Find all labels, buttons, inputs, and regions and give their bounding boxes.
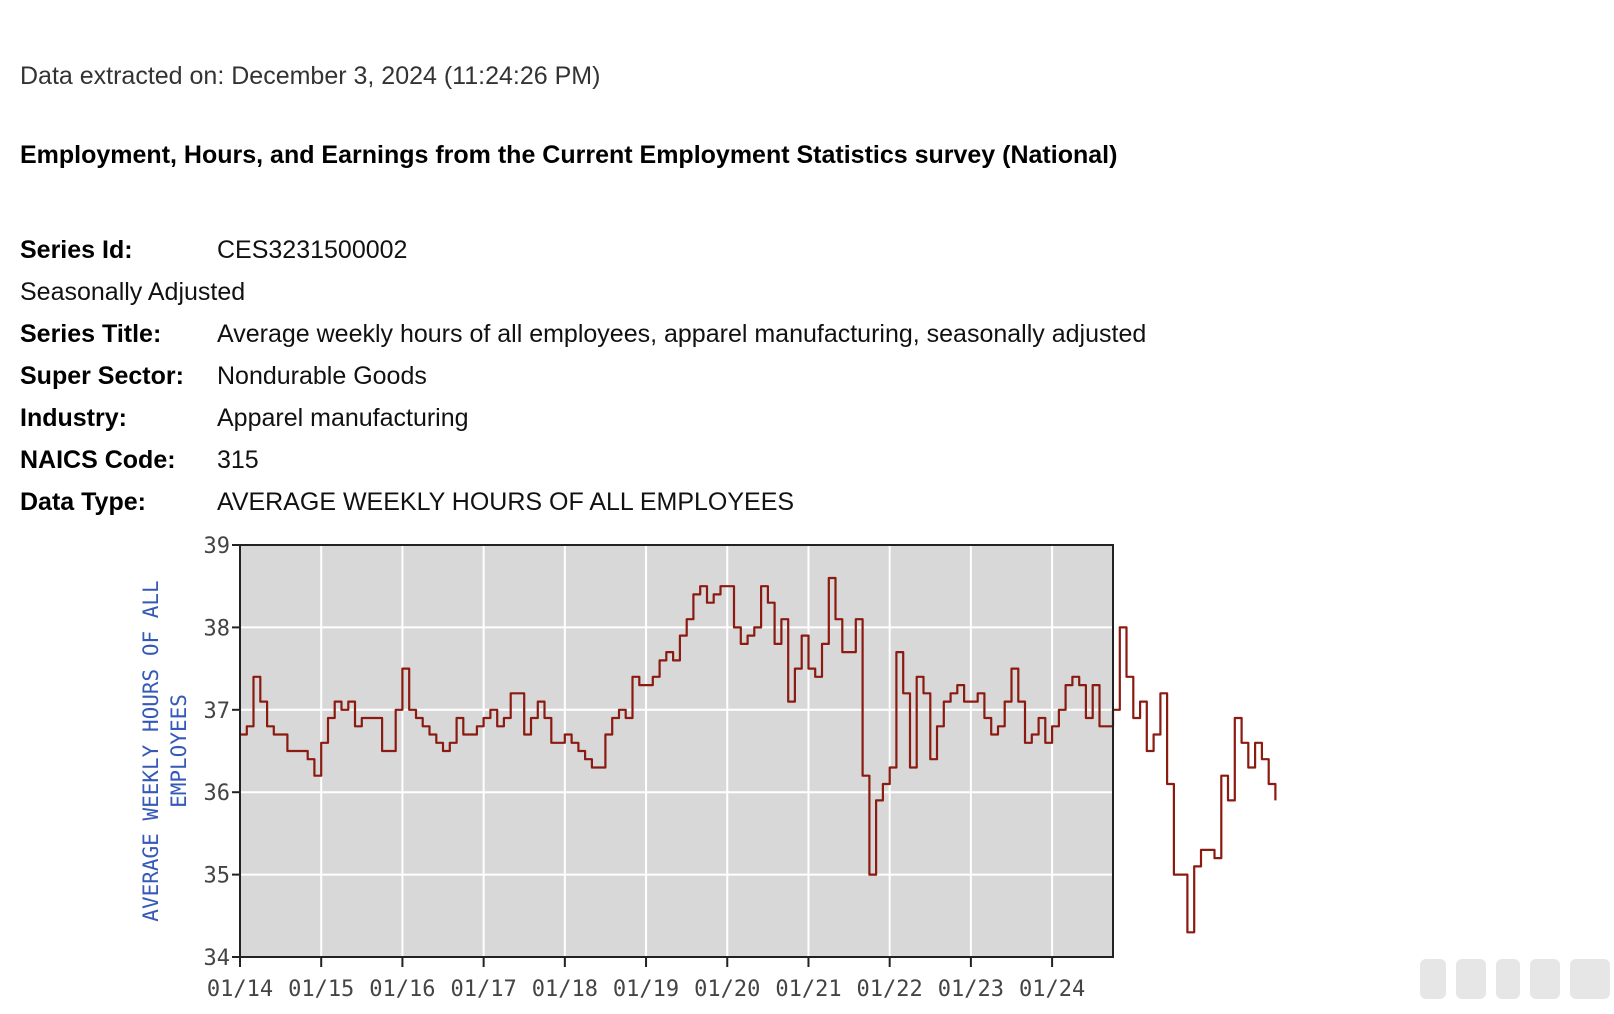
seasonal-adjustment-row: Seasonally Adjusted bbox=[20, 271, 1320, 313]
x-tick-label: 01/14 bbox=[207, 977, 273, 1002]
industry-value: Apparel manufacturing bbox=[217, 403, 469, 432]
series-id-value: CES3231500002 bbox=[217, 235, 408, 264]
series-id-label: Series Id: bbox=[20, 235, 133, 264]
y-tick-label: 37 bbox=[204, 699, 231, 724]
x-tick-label: 01/19 bbox=[613, 977, 679, 1002]
x-axis-ticks: 01/14 01/15 01/16 01/17 01/18 01/19 01/20 01/21… bbox=[207, 957, 1085, 1002]
super-sector-row: Super Sector: Nondurable Goods bbox=[20, 355, 1320, 397]
scroll-indicator-segment bbox=[1420, 959, 1446, 999]
industry-label: Industry: bbox=[20, 403, 127, 432]
x-tick-label: 01/21 bbox=[775, 977, 841, 1002]
series-group bbox=[240, 576, 1277, 934]
series-title-label: Series Title: bbox=[20, 319, 162, 348]
scroll-indicator-segment bbox=[1570, 959, 1610, 999]
y-tick-label: 35 bbox=[204, 864, 231, 889]
industry-row: Industry: Apparel manufacturing bbox=[20, 397, 1320, 439]
gridlines bbox=[240, 545, 1113, 957]
y-tick-label: 36 bbox=[204, 781, 231, 806]
x-tick-label: 01/23 bbox=[938, 977, 1004, 1002]
series-title-value: Average weekly hours of all employees, a… bbox=[217, 319, 1147, 348]
y-tick-label: 39 bbox=[204, 534, 231, 559]
report-title: Employment, Hours, and Earnings from the… bbox=[20, 141, 1118, 169]
y-axis-title: AVERAGE WEEKLY HOURS OF ALL EMPLOYEES bbox=[139, 580, 191, 921]
data-type-value: AVERAGE WEEKLY HOURS OF ALL EMPLOYEES bbox=[217, 487, 795, 516]
x-tick-label: 01/16 bbox=[369, 977, 435, 1002]
y-tick-label: 34 bbox=[204, 946, 231, 971]
y-axis-title-line: EMPLOYEES bbox=[167, 694, 191, 808]
seasonal-adjustment-text: Seasonally Adjusted bbox=[20, 277, 246, 306]
scroll-indicator-segment bbox=[1456, 959, 1486, 999]
series-metadata: Series Id: CES3231500002 Seasonally Adju… bbox=[20, 229, 1320, 523]
x-tick-label: 01/17 bbox=[451, 977, 517, 1002]
y-axis-title-line: AVERAGE WEEKLY HOURS OF ALL bbox=[139, 580, 163, 921]
x-tick-label: 01/24 bbox=[1019, 977, 1085, 1002]
scroll-indicator[interactable] bbox=[1420, 955, 1610, 1003]
extraction-timestamp: Data extracted on: December 3, 2024 (11:… bbox=[20, 62, 601, 90]
super-sector-value: Nondurable Goods bbox=[217, 361, 427, 390]
x-tick-label: 01/20 bbox=[694, 977, 760, 1002]
scroll-indicator-segment bbox=[1496, 959, 1520, 999]
series-id-row: Series Id: CES3231500002 bbox=[20, 229, 1320, 271]
data-type-label: Data Type: bbox=[20, 487, 146, 516]
y-tick-label: 38 bbox=[204, 616, 231, 641]
x-tick-label: 01/18 bbox=[532, 977, 598, 1002]
x-tick-label: 01/22 bbox=[857, 977, 923, 1002]
plot-frame bbox=[239, 544, 1114, 958]
x-tick-label: 01/15 bbox=[288, 977, 354, 1002]
series-title-row: Series Title: Average weekly hours of al… bbox=[20, 313, 1320, 355]
naics-code-row: NAICS Code: 315 bbox=[20, 439, 1320, 481]
scroll-indicator-segment bbox=[1530, 959, 1560, 999]
naics-code-value: 315 bbox=[217, 445, 259, 474]
series-line bbox=[240, 576, 1277, 934]
y-axis-ticks: 34 35 36 37 38 39 bbox=[204, 534, 240, 971]
data-type-row: Data Type: AVERAGE WEEKLY HOURS OF ALL E… bbox=[20, 481, 1320, 523]
plot-area bbox=[240, 545, 1113, 957]
naics-code-label: NAICS Code: bbox=[20, 445, 176, 474]
super-sector-label: Super Sector: bbox=[20, 361, 184, 390]
